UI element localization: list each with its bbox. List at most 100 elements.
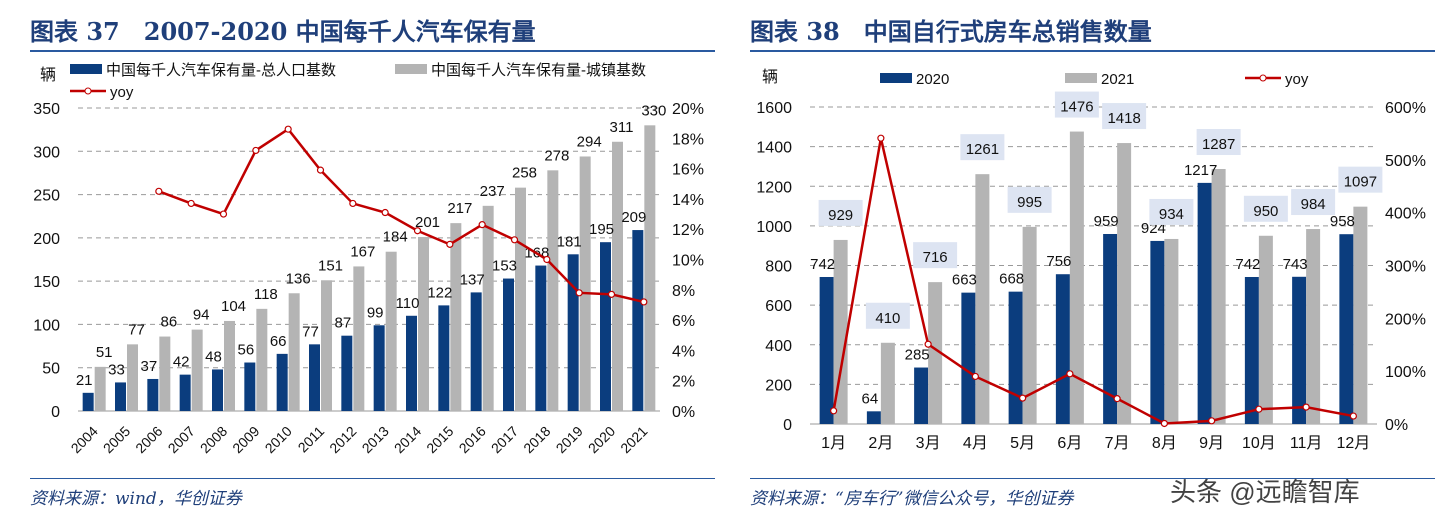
bar-中国每千人汽车保有量-城镇基数 — [256, 308, 268, 411]
x-tick-label: 3月 — [916, 435, 941, 452]
yoy-point — [349, 199, 357, 208]
yoy-point — [219, 210, 228, 218]
data-label: 48 — [205, 348, 222, 365]
data-label: 94 — [193, 307, 210, 324]
x-tick-label: 2008 — [197, 423, 230, 456]
bar-中国每千人汽车保有量-总人口基数 — [600, 242, 611, 411]
data-label: 66 — [270, 333, 287, 350]
x-tick-label: 2月 — [868, 435, 893, 452]
y-tick-label: 100 — [33, 317, 60, 334]
bar-中国每千人汽车保有量-总人口基数 — [567, 254, 579, 411]
yoy-point — [640, 298, 648, 306]
yoy-point — [1208, 417, 1216, 425]
bar-中国每千人汽车保有量-总人口基数 — [147, 378, 159, 411]
bar-中国每千人汽车保有量-总人口基数 — [212, 369, 223, 411]
data-label: 716 — [923, 249, 948, 266]
x-tick-label: 2007 — [165, 423, 198, 456]
bar-2021 — [1306, 229, 1321, 424]
y2-tick-label: 20% — [672, 101, 704, 118]
legend-marker — [1259, 74, 1267, 82]
data-label: 87 — [334, 315, 351, 332]
x-tick-label: 6月 — [1057, 435, 1082, 452]
bar-中国每千人汽车保有量-城镇基数 — [385, 251, 397, 411]
x-tick-label: 12月 — [1336, 435, 1370, 452]
yoy-point — [478, 221, 486, 229]
data-label-bg — [1196, 129, 1241, 156]
bar-2021 — [1353, 206, 1368, 424]
title-rule-right — [750, 50, 1435, 52]
x-tick-label: 2020 — [585, 423, 618, 456]
data-label: 959 — [1094, 213, 1119, 230]
data-label-bg — [1243, 195, 1288, 222]
legend-label: yoy — [110, 84, 134, 101]
bar-中国每千人汽车保有量-总人口基数 — [309, 344, 320, 411]
legend-marker — [84, 87, 92, 95]
data-label: 285 — [905, 347, 930, 364]
bar-中国每千人汽车保有量-总人口基数 — [341, 335, 353, 411]
data-label: 410 — [875, 310, 900, 327]
data-label-bg — [1054, 91, 1099, 118]
bar-2020 — [1103, 233, 1118, 424]
data-label: 77 — [302, 323, 319, 340]
bar-2020 — [1339, 234, 1354, 424]
data-label: 934 — [1159, 206, 1184, 223]
legend-swatch — [395, 64, 427, 74]
data-label: 743 — [1283, 256, 1308, 273]
data-label: 663 — [952, 272, 977, 289]
x-tick-label: 2013 — [359, 423, 392, 456]
data-label: 209 — [621, 209, 646, 226]
y2-tick-label: 400% — [1385, 206, 1426, 223]
bar-中国每千人汽车保有量-城镇基数 — [288, 293, 300, 411]
x-tick-label: 2021 — [617, 423, 650, 456]
yoy-point — [971, 372, 979, 381]
bar-中国每千人汽车保有量-城镇基数 — [612, 141, 623, 411]
x-tick-label: 11月 — [1290, 435, 1323, 452]
bar-中国每千人汽车保有量-城镇基数 — [644, 125, 656, 412]
bar-2021 — [1258, 235, 1273, 424]
bar-中国每千人汽车保有量-城镇基数 — [94, 366, 106, 411]
yoy-point — [543, 255, 551, 264]
data-label-bg — [818, 199, 863, 226]
yoy-point — [155, 187, 163, 195]
x-tick-label: 2019 — [553, 423, 586, 456]
x-tick-label: 1月 — [821, 435, 846, 452]
data-label: 929 — [828, 207, 853, 224]
y2-tick-label: 14% — [672, 192, 704, 209]
data-label: 104 — [221, 298, 246, 315]
bar-中国每千人汽车保有量-城镇基数 — [418, 236, 429, 411]
yoy-point — [446, 240, 454, 248]
bar-2020 — [961, 292, 976, 424]
y2-tick-label: 200% — [1385, 311, 1426, 328]
y2-tick-label: 100% — [1385, 364, 1426, 381]
bar-中国每千人汽车保有量-总人口基数 — [535, 265, 547, 411]
data-label: 1217 — [1184, 162, 1217, 179]
y2-tick-label: 12% — [672, 222, 704, 239]
data-label: 118 — [254, 286, 278, 303]
x-tick-label: 2009 — [229, 423, 262, 456]
y-tick-label: 1600 — [756, 100, 792, 117]
bar-中国每千人汽车保有量-总人口基数 — [244, 362, 256, 411]
bar-2020 — [1244, 276, 1259, 424]
bar-中国每千人汽车保有量-城镇基数 — [515, 187, 526, 411]
y-tick-label: 1000 — [756, 219, 792, 236]
bar-2020 — [1008, 291, 1023, 424]
bar-中国每千人汽车保有量-城镇基数 — [482, 205, 494, 411]
x-tick-label: 2012 — [326, 423, 359, 456]
legend-label: 中国每千人汽车保有量-总人口基数 — [106, 62, 336, 79]
data-label: 742 — [1235, 256, 1260, 273]
watermark: 头条 @远瞻智库 — [1170, 477, 1360, 507]
y2-tick-label: 300% — [1385, 259, 1426, 276]
y-tick-label: 250 — [33, 188, 60, 205]
data-label: 151 — [318, 257, 343, 274]
x-tick-label: 5月 — [1010, 435, 1035, 452]
bar-2021 — [1022, 226, 1037, 424]
yoy-point — [413, 227, 422, 235]
bar-中国每千人汽车保有量-城镇基数 — [353, 266, 365, 411]
yoy-point — [1113, 395, 1121, 403]
data-label-bg — [1291, 189, 1336, 216]
yoy-point — [1302, 403, 1310, 411]
bar-2021 — [1069, 131, 1084, 424]
bar-中国每千人汽车保有量-城镇基数 — [579, 156, 591, 411]
legend-label: 2021 — [1101, 71, 1134, 88]
bar-中国每千人汽车保有量-总人口基数 — [276, 353, 288, 411]
